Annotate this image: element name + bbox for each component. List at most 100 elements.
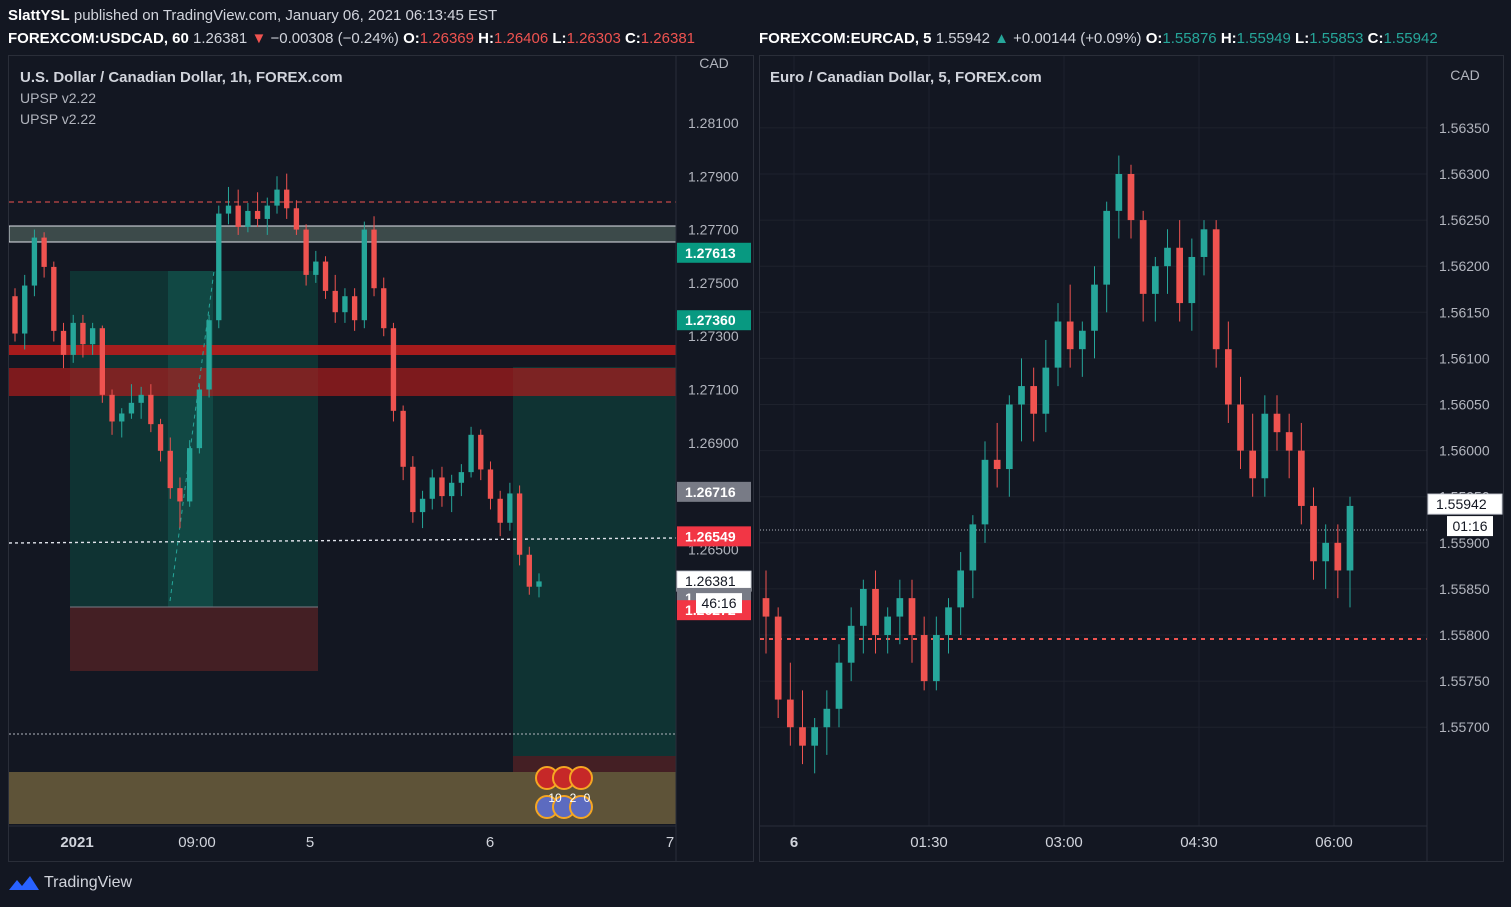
candle[interactable] bbox=[1091, 266, 1098, 359]
candle[interactable] bbox=[109, 389, 115, 435]
candle[interactable] bbox=[1139, 210, 1147, 322]
candle[interactable] bbox=[1115, 155, 1123, 239]
price-label[interactable]: 1.26549 bbox=[677, 526, 751, 547]
candle[interactable] bbox=[303, 224, 309, 286]
candle[interactable] bbox=[332, 274, 338, 323]
candle[interactable] bbox=[1310, 487, 1317, 580]
candle[interactable] bbox=[799, 690, 806, 765]
candle[interactable] bbox=[225, 186, 232, 225]
price-label[interactable]: 1.55942 bbox=[1427, 493, 1503, 515]
candle[interactable] bbox=[872, 570, 879, 654]
candle[interactable] bbox=[835, 644, 843, 728]
usdcad-time-axis[interactable]: 2021 09:00 5 6 7 bbox=[9, 825, 676, 851]
candle[interactable] bbox=[1285, 413, 1293, 479]
candle[interactable] bbox=[1127, 164, 1135, 239]
candle[interactable] bbox=[274, 176, 280, 214]
candle[interactable] bbox=[1224, 321, 1232, 423]
candle[interactable] bbox=[497, 490, 503, 537]
candle[interactable] bbox=[1018, 358, 1025, 442]
candle[interactable] bbox=[478, 429, 484, 481]
candle[interactable] bbox=[235, 189, 241, 235]
candle[interactable] bbox=[293, 200, 300, 235]
candle[interactable] bbox=[410, 456, 416, 523]
candle[interactable] bbox=[1188, 238, 1196, 331]
candle[interactable] bbox=[762, 570, 770, 654]
candle[interactable] bbox=[516, 485, 523, 566]
candle[interactable] bbox=[167, 437, 173, 499]
candle[interactable] bbox=[264, 197, 270, 235]
candle[interactable] bbox=[177, 477, 183, 529]
candle[interactable] bbox=[945, 598, 952, 654]
candle[interactable] bbox=[138, 386, 144, 419]
candle[interactable] bbox=[1042, 339, 1050, 433]
candle[interactable] bbox=[1212, 220, 1220, 368]
price-label[interactable]: 1.27613 bbox=[677, 242, 751, 263]
candle[interactable] bbox=[254, 192, 261, 227]
price-label[interactable]: 1.27360 bbox=[677, 310, 751, 331]
candle[interactable] bbox=[196, 384, 203, 454]
short-position-target-zone[interactable] bbox=[513, 367, 676, 756]
candle[interactable] bbox=[993, 422, 1001, 488]
candle[interactable] bbox=[1066, 284, 1074, 368]
long-position-stop-zone[interactable] bbox=[70, 607, 318, 671]
candle[interactable] bbox=[41, 232, 47, 278]
candle[interactable] bbox=[80, 314, 86, 358]
candle[interactable] bbox=[12, 288, 18, 342]
candle[interactable] bbox=[536, 573, 542, 598]
candle[interactable] bbox=[400, 405, 406, 481]
eurcad-chart-svg[interactable]: CAD 1.56350 1.56300 1.56250 1.56200 1.56150 1.… bbox=[760, 56, 1503, 861]
economic-events[interactable]: 10 2 0 bbox=[535, 766, 593, 819]
candle[interactable] bbox=[859, 579, 867, 654]
candle[interactable] bbox=[969, 515, 977, 599]
long-position-highlight[interactable] bbox=[168, 271, 213, 607]
candle[interactable] bbox=[507, 482, 513, 531]
candle[interactable] bbox=[148, 384, 154, 433]
price-label[interactable]: 1.26716 bbox=[677, 481, 751, 502]
candle[interactable] bbox=[89, 322, 96, 355]
candle[interactable] bbox=[245, 202, 251, 233]
price-label[interactable]: 1.26381 bbox=[676, 570, 752, 592]
candle[interactable] bbox=[186, 440, 193, 507]
candle[interactable] bbox=[206, 314, 212, 398]
candle[interactable] bbox=[981, 441, 989, 543]
candle[interactable] bbox=[342, 288, 348, 323]
supply-line-zone[interactable] bbox=[9, 345, 676, 355]
usa-flag-icon[interactable] bbox=[569, 795, 593, 819]
currency-label[interactable]: CAD bbox=[699, 55, 729, 71]
candle[interactable] bbox=[811, 718, 819, 774]
candle[interactable] bbox=[60, 322, 67, 369]
candle[interactable] bbox=[1054, 303, 1062, 387]
candle[interactable] bbox=[1164, 229, 1171, 294]
candle[interactable] bbox=[216, 205, 222, 329]
candle[interactable] bbox=[128, 384, 135, 419]
candle[interactable] bbox=[1005, 395, 1013, 497]
candle[interactable] bbox=[284, 173, 290, 219]
candle[interactable] bbox=[419, 490, 426, 529]
candle[interactable] bbox=[823, 690, 831, 755]
candle[interactable] bbox=[1030, 367, 1038, 442]
candle[interactable] bbox=[920, 616, 928, 691]
resistance-zone[interactable] bbox=[8, 225, 677, 243]
candle[interactable] bbox=[1176, 220, 1184, 322]
candle[interactable] bbox=[1151, 256, 1159, 322]
candle[interactable] bbox=[884, 607, 892, 654]
candle[interactable] bbox=[957, 552, 965, 636]
candle[interactable] bbox=[1322, 524, 1330, 589]
candle[interactable] bbox=[361, 221, 368, 329]
candle[interactable] bbox=[487, 461, 494, 510]
eurcad-price-axis[interactable]: CAD 1.56350 1.56300 1.56250 1.56200 1.56150 1.… bbox=[1426, 56, 1490, 861]
candle[interactable] bbox=[51, 261, 57, 342]
candle[interactable] bbox=[1297, 422, 1305, 525]
candle[interactable] bbox=[1200, 220, 1208, 276]
candle[interactable] bbox=[896, 579, 904, 645]
candle[interactable] bbox=[1346, 496, 1354, 608]
author-name[interactable]: SlattYSL bbox=[8, 7, 70, 24]
candle[interactable] bbox=[390, 322, 397, 422]
candle[interactable] bbox=[932, 616, 940, 691]
candle[interactable] bbox=[847, 607, 855, 682]
candle[interactable] bbox=[448, 474, 455, 513]
indicator-label[interactable]: UPSP v2.22 bbox=[20, 90, 96, 106]
candle[interactable] bbox=[458, 464, 465, 497]
supply-zone[interactable] bbox=[9, 368, 676, 396]
eurcad-chart-panel[interactable]: CAD 1.56350 1.56300 1.56250 1.56200 1.56150 1.… bbox=[759, 55, 1504, 862]
